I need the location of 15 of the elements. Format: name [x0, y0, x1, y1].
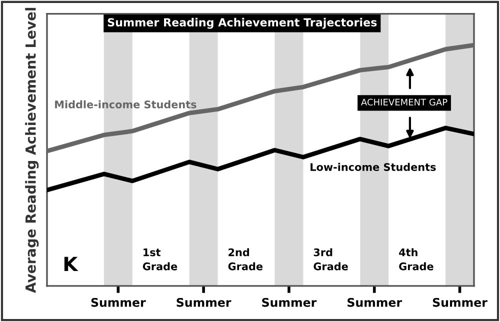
x-tick-label: Summer [432, 298, 488, 307]
annotation: 3rd Grade [314, 248, 348, 270]
series-label: Low-income Students [310, 162, 436, 171]
x-tick-label: Summer [262, 298, 317, 307]
series-label: Middle-income Students [55, 100, 196, 108]
x-tick-label: Summer [348, 298, 402, 307]
annotation: 1st Grade [142, 248, 178, 270]
x-tick-label: Summer [176, 298, 232, 307]
annotation: 4th Grade [399, 248, 434, 270]
y-axis-title: Average Reading Achievement Level [25, 8, 39, 293]
x-tick-label: Summer [91, 298, 146, 307]
chart-title: Summer Reading Achievement Trajectories [108, 18, 377, 29]
annotation: ACHIEVEMENT GAP [361, 98, 448, 106]
annotation: K [64, 256, 78, 272]
annotation: 2nd Grade [228, 248, 262, 270]
